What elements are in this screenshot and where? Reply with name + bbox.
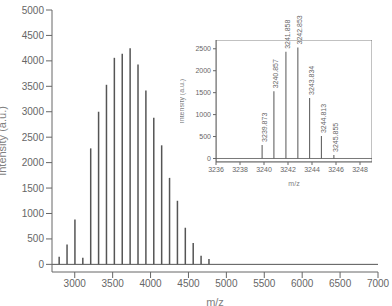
svg-text:3245.855: 3245.855 (332, 123, 339, 152)
svg-text:m/z: m/z (206, 296, 224, 306)
svg-text:3248: 3248 (352, 166, 368, 173)
svg-text:3244.813: 3244.813 (320, 104, 327, 133)
svg-text:3240: 3240 (256, 166, 272, 173)
svg-text:2000: 2000 (22, 157, 45, 168)
svg-text:m/z: m/z (288, 180, 300, 186)
svg-text:3000: 3000 (64, 278, 87, 289)
svg-text:4000: 4000 (139, 278, 162, 289)
svg-text:3243.834: 3243.834 (308, 66, 315, 95)
svg-text:2000: 2000 (195, 67, 211, 74)
svg-text:0: 0 (207, 155, 211, 162)
svg-text:4500: 4500 (22, 30, 45, 41)
svg-text:3236: 3236 (208, 166, 224, 173)
svg-text:1500: 1500 (22, 183, 45, 194)
svg-text:1500: 1500 (195, 89, 211, 96)
svg-text:3239.873: 3239.873 (261, 113, 268, 142)
svg-text:Intensity (a.u.): Intensity (a.u.) (180, 79, 186, 123)
svg-text:4500: 4500 (177, 278, 200, 289)
svg-text:6500: 6500 (329, 278, 352, 289)
svg-text:5000: 5000 (22, 5, 45, 16)
svg-text:500: 500 (199, 133, 211, 140)
svg-text:1000: 1000 (22, 208, 45, 219)
svg-text:0: 0 (38, 259, 44, 270)
svg-text:3238: 3238 (232, 166, 248, 173)
svg-text:3500: 3500 (22, 81, 45, 92)
svg-text:500: 500 (27, 233, 44, 244)
svg-text:3242: 3242 (280, 166, 296, 173)
svg-text:3000: 3000 (22, 106, 45, 117)
svg-text:3240.857: 3240.857 (272, 59, 279, 88)
svg-text:1000: 1000 (195, 111, 211, 118)
svg-text:2500: 2500 (195, 45, 211, 52)
svg-text:3242.853: 3242.853 (296, 15, 303, 44)
svg-text:3244: 3244 (304, 166, 320, 173)
svg-text:4000: 4000 (22, 55, 45, 66)
svg-text:5000: 5000 (215, 278, 238, 289)
svg-text:5500: 5500 (253, 278, 276, 289)
svg-text:6000: 6000 (291, 278, 314, 289)
svg-text:3500: 3500 (102, 278, 125, 289)
svg-text:3246: 3246 (328, 166, 344, 173)
svg-text:3241.858: 3241.858 (284, 20, 291, 49)
svg-text:2500: 2500 (22, 132, 45, 143)
svg-text:7000: 7000 (367, 278, 384, 289)
